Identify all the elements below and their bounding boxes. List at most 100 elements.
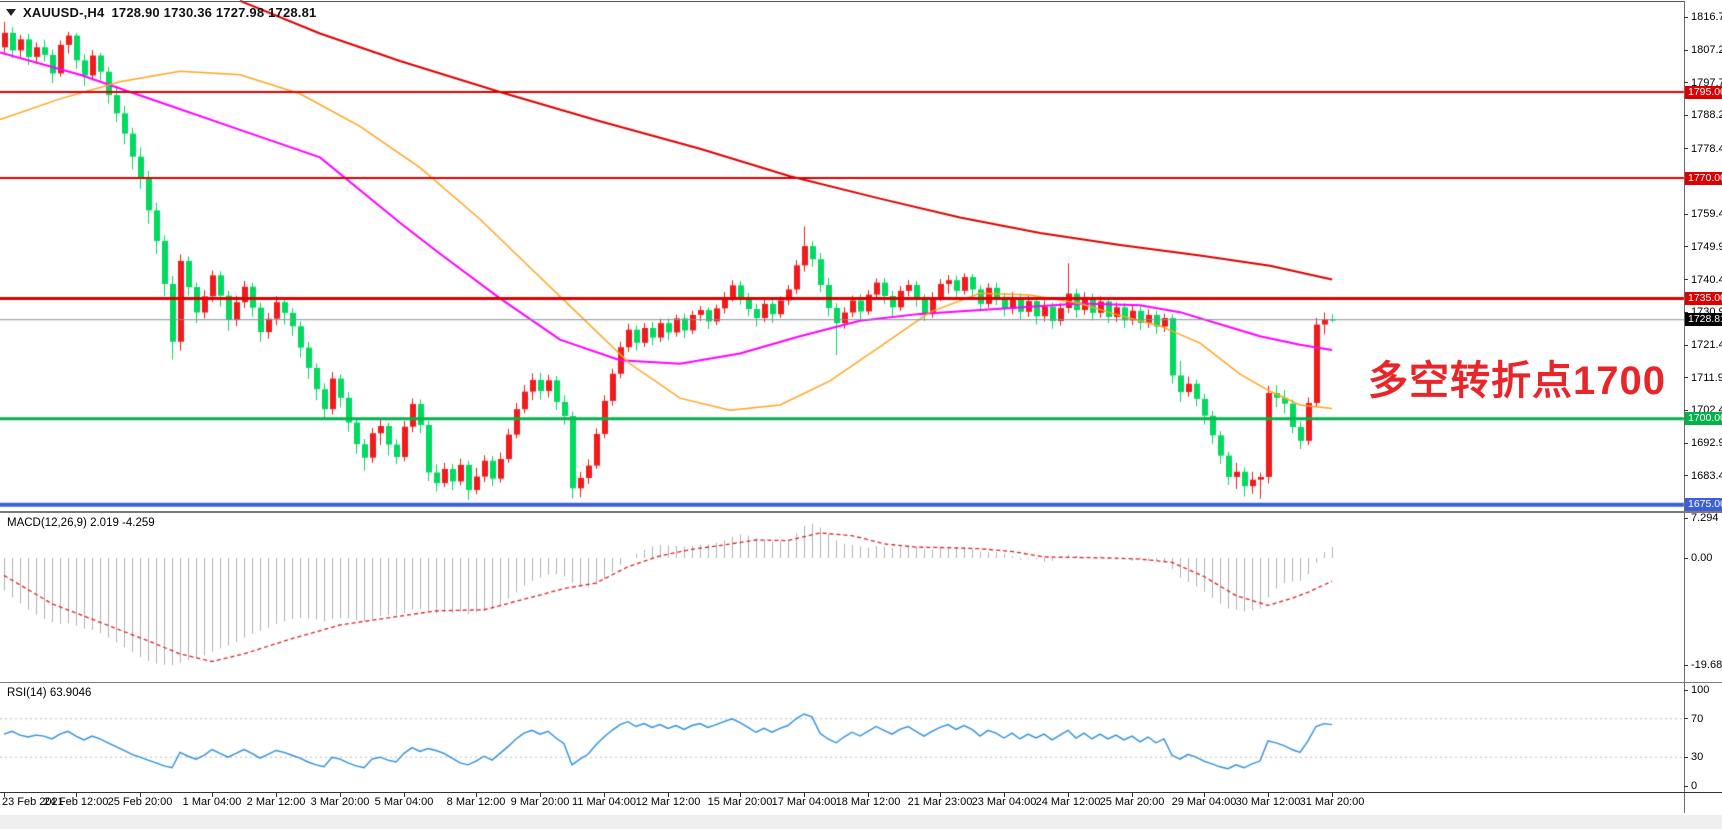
rsi-axis-label: 0 [1691, 780, 1698, 792]
price-axis-tick [1684, 246, 1688, 248]
price-axis-label: 1721.45 [1691, 339, 1722, 351]
time-axis-tick [404, 792, 405, 797]
price-axis-tick [1684, 409, 1688, 411]
price-axis-label: 1692.95 [1691, 437, 1722, 450]
time-axis-tick [740, 792, 741, 797]
time-axis-label: 23 Feb 2021 [2, 796, 64, 808]
time-axis-label: 25 Mar 20:00 [1099, 796, 1165, 808]
price-badge: 1735.00 [1685, 291, 1722, 305]
time-axis-tick [4, 792, 5, 797]
time-axis-label: 5 Mar 04:00 [374, 796, 434, 808]
price-axis-tick [1684, 148, 1688, 150]
pane-divider-macd[interactable] [0, 511, 1722, 513]
price-axis-label: 1749.95 [1691, 240, 1722, 253]
ohlc-values: 1728.90 1730.36 1727.98 1728.81 [111, 5, 317, 20]
time-axis-label: 25 Feb 20:00 [107, 796, 173, 808]
price-axis-label: 1711.95 [1691, 371, 1722, 384]
price-axis-tick [1684, 785, 1688, 787]
price-axis-label: 1759.45 [1691, 208, 1722, 221]
time-axis-label: 31 Mar 20:00 [1299, 796, 1365, 808]
time-axis-tick [340, 792, 341, 797]
price-axis-tick [1684, 442, 1688, 444]
price-axis-label: 1816.70 [1691, 11, 1722, 24]
price-axis-tick [1684, 756, 1688, 758]
time-axis-tick [868, 792, 869, 797]
price-axis-label: 1683.45 [1691, 469, 1722, 482]
macd-axis-label: 7.294 [1691, 512, 1719, 525]
time-axis-label: 1 Mar 04:00 [182, 796, 242, 808]
time-axis-tick [76, 792, 77, 797]
time-axis-tick [276, 792, 277, 797]
price-badge: 1728.81 [1685, 313, 1722, 327]
time-axis-tick [1332, 792, 1333, 797]
time-axis-label: 9 Mar 20:00 [510, 796, 570, 808]
price-axis-tick [1684, 557, 1688, 559]
time-axis-tick [940, 792, 941, 797]
price-axis-tick [1684, 114, 1688, 116]
time-axis-label: 15 Mar 20:00 [707, 796, 773, 808]
price-axis-tick [1684, 689, 1688, 691]
time-axis-tick [1268, 792, 1269, 797]
price-axis-tick [1684, 82, 1688, 84]
price-badge: 1795.00 [1685, 85, 1722, 99]
time-axis-label: 17 Mar 04:00 [771, 796, 837, 808]
time-axis-label: 3 Mar 20:00 [310, 796, 370, 808]
rsi-axis-label: 100 [1691, 684, 1710, 696]
price-axis-tick [1684, 664, 1688, 666]
pane-divider-rsi[interactable] [0, 682, 1722, 683]
time-axis-label: 21 Mar 23:00 [907, 796, 973, 808]
macd-axis-label: -19.689 [1691, 659, 1722, 672]
price-axis-tick [1684, 517, 1688, 519]
price-axis-label: 1740.45 [1691, 273, 1722, 286]
price-axis-tick [1684, 49, 1688, 51]
annotation-text[interactable]: 多空转折点1700 [1368, 359, 1666, 403]
price-badge: 1675.00 [1685, 498, 1722, 512]
price-axis-label: 1778.45 [1691, 142, 1722, 155]
time-axis-label: 29 Mar 04:00 [1171, 796, 1237, 808]
rsi-axis-label: 30 [1691, 751, 1704, 764]
price-axis-tick [1684, 377, 1688, 379]
rsi-axis-label: 70 [1691, 712, 1704, 725]
price-axis-tick [1684, 279, 1688, 281]
price-badge: 1770.00 [1685, 171, 1722, 185]
chart-title: XAUUSD-,H4 1728.90 1730.36 1727.98 1728.… [6, 5, 316, 20]
price-axis-tick [1684, 718, 1688, 720]
time-axis-label: 24 Feb 12:00 [43, 796, 109, 808]
time-axis-label: 12 Mar 12:00 [635, 796, 701, 808]
time-axis-tick [212, 792, 213, 797]
chart-top-border [0, 1, 1684, 2]
rsi-indicator-label: RSI(14) 63.9046 [7, 687, 92, 699]
time-axis-tick [668, 792, 669, 797]
time-axis-label: 11 Mar 04:00 [571, 796, 637, 808]
time-axis-tick [140, 792, 141, 797]
price-axis-label: 1807.20 [1691, 44, 1722, 57]
time-axis-tick [1068, 792, 1069, 797]
time-axis-label: 30 Mar 12:00 [1235, 796, 1301, 808]
time-axis-tick [1004, 792, 1005, 797]
time-axis-tick [604, 792, 605, 797]
price-axis-separator [1684, 1, 1685, 813]
price-axis-tick [1684, 475, 1688, 477]
time-axis-tick [1132, 792, 1133, 797]
time-axis-label: 23 Mar 04:00 [971, 796, 1037, 808]
time-axis-tick [1204, 792, 1205, 797]
symbol-period-label: XAUUSD-,H4 [23, 5, 105, 20]
time-axis-label: 2 Mar 12:00 [246, 796, 306, 808]
macd-axis-label: 0.00 [1691, 552, 1713, 564]
price-axis-tick [1684, 16, 1688, 18]
price-axis-label: 1788.20 [1691, 109, 1722, 122]
macd-indicator-label: MACD(12,26,9) 2.019 -4.259 [7, 517, 155, 529]
window-bottom-strip [0, 815, 1722, 829]
time-axis-tick [476, 792, 477, 797]
time-axis-tick [804, 792, 805, 797]
time-axis-label: 18 Mar 12:00 [835, 796, 901, 808]
price-badge: 1700.00 [1685, 412, 1722, 426]
time-axis-label: 24 Mar 12:00 [1035, 796, 1101, 808]
symbol-dropdown-icon[interactable] [6, 9, 16, 16]
time-axis-label: 8 Mar 12:00 [446, 796, 506, 808]
price-axis-tick [1684, 213, 1688, 215]
time-axis-tick [540, 792, 541, 797]
price-axis-tick [1684, 344, 1688, 346]
